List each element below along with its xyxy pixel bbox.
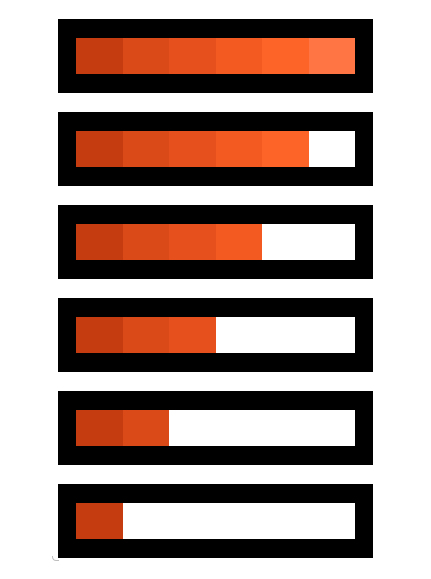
progress-bar-1: [58, 19, 373, 93]
progress-segment: [122, 131, 169, 167]
progress-track: [76, 503, 355, 539]
progress-segment: [262, 131, 309, 167]
progress-segment: [122, 317, 169, 353]
progress-segment: [169, 317, 216, 353]
progress-segment: [215, 131, 262, 167]
progress-segment: [76, 38, 123, 74]
progress-segment: [76, 410, 123, 446]
progress-track: [76, 317, 355, 353]
progress-segment: [122, 410, 169, 446]
progress-segment: [76, 224, 123, 260]
progress-track: [76, 410, 355, 446]
progress-segment: [308, 38, 355, 74]
progress-segment: [262, 38, 309, 74]
progress-segment: [169, 224, 216, 260]
progress-segment: [76, 317, 123, 353]
progress-track: [76, 224, 355, 260]
progress-bar-3: [58, 205, 373, 279]
progress-segment: [76, 131, 123, 167]
progress-bar-4: [58, 298, 373, 372]
progress-segment: [122, 224, 169, 260]
progress-segment: [215, 38, 262, 74]
corner-mark: [52, 556, 59, 561]
progress-segment: [215, 224, 262, 260]
progress-bar-5: [58, 391, 373, 465]
progress-segment: [122, 38, 169, 74]
progress-bar-stack: [58, 19, 373, 558]
progress-bar-6: [58, 484, 373, 558]
progress-track: [76, 38, 355, 74]
progress-segment: [76, 503, 123, 539]
progress-track: [76, 131, 355, 167]
progress-segment: [169, 131, 216, 167]
progress-bar-2: [58, 112, 373, 186]
progress-segment: [169, 38, 216, 74]
